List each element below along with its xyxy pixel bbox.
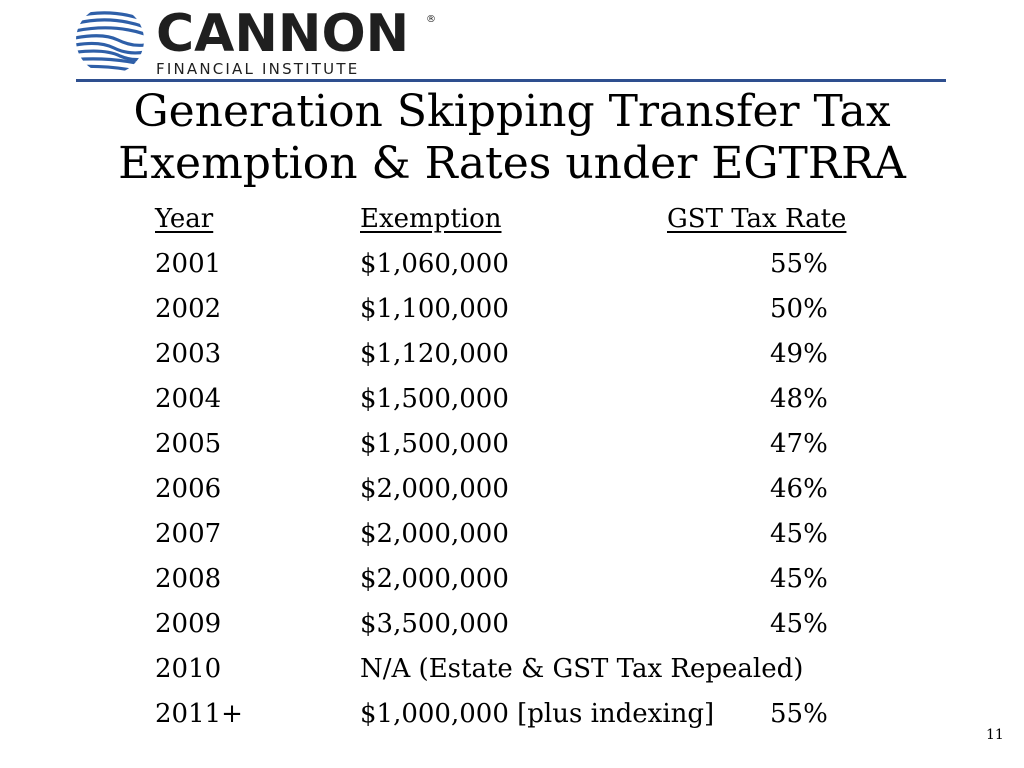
row-rate: 47% xyxy=(770,429,828,459)
row-rate: 55% xyxy=(770,699,828,729)
slide-title: Generation Skipping Transfer Tax Exempti… xyxy=(0,86,1024,190)
row-year: 2002 xyxy=(155,294,222,324)
logo-subtitle: FINANCIAL INSTITUTE xyxy=(156,60,360,78)
row-exemption: $1,120,000 xyxy=(360,339,509,369)
row-exemption: $1,060,000 xyxy=(360,249,509,279)
row-exemption: $2,000,000 xyxy=(360,564,509,594)
row-year: 2005 xyxy=(155,429,222,459)
row-year: 2007 xyxy=(155,519,222,549)
row-exemption: $2,000,000 xyxy=(360,474,509,504)
row-exemption: $1,500,000 xyxy=(360,384,509,414)
row-year: 2004 xyxy=(155,384,222,414)
row-year: 2011+ xyxy=(155,699,243,729)
cannon-logo: CANNON ® FINANCIAL INSTITUTE xyxy=(74,4,454,80)
row-rate: 48% xyxy=(770,384,828,414)
logo-registered-mark: ® xyxy=(426,14,436,25)
header-gst-tax-rate: GST Tax Rate xyxy=(667,204,847,234)
row-exemption: $1,500,000 xyxy=(360,429,509,459)
row-year: 2003 xyxy=(155,339,222,369)
row-year: 2010 xyxy=(155,654,222,684)
row-rate: 49% xyxy=(770,339,828,369)
row-year: 2001 xyxy=(155,249,222,279)
row-exemption: $2,000,000 xyxy=(360,519,509,549)
row-year: 2009 xyxy=(155,609,222,639)
row-rate: 50% xyxy=(770,294,828,324)
row-rate: 45% xyxy=(770,609,828,639)
row-exemption: $3,500,000 xyxy=(360,609,509,639)
row-rate: 46% xyxy=(770,474,828,504)
row-rate: 45% xyxy=(770,564,828,594)
header-year: Year xyxy=(155,204,214,234)
title-line-2: Exemption & Rates under EGTRRA xyxy=(118,138,906,189)
title-line-1: Generation Skipping Transfer Tax xyxy=(133,86,891,137)
header-exemption: Exemption xyxy=(360,204,502,234)
logo-name: CANNON xyxy=(156,4,410,64)
row-exemption: $1,000,000 [plus indexing] xyxy=(360,699,715,729)
row-exemption: $1,100,000 xyxy=(360,294,509,324)
row-rate: 45% xyxy=(770,519,828,549)
row-year: 2006 xyxy=(155,474,222,504)
row-year: 2008 xyxy=(155,564,222,594)
page-number: 11 xyxy=(986,727,1004,743)
header-rule xyxy=(76,79,946,82)
row-exemption: N/A (Estate & GST Tax Repealed) xyxy=(360,654,804,684)
cannon-swirl-logo-icon xyxy=(76,11,144,74)
row-rate: 55% xyxy=(770,249,828,279)
